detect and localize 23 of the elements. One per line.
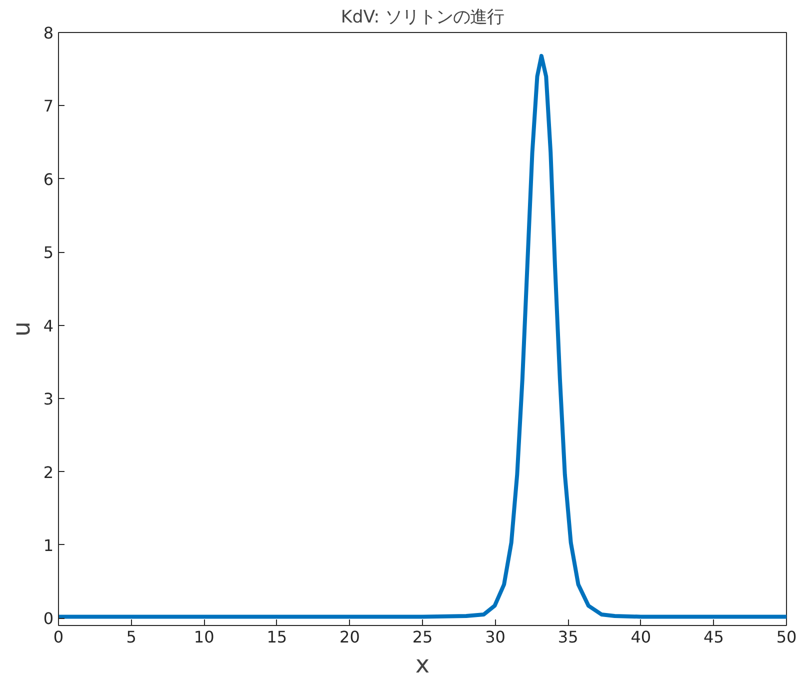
y-tick-label: 1 — [43, 536, 54, 555]
x-tick-label: 35 — [558, 628, 578, 646]
y-tick-label: 3 — [43, 390, 54, 409]
x-tick-label: 30 — [485, 628, 506, 646]
chart-title: KdV: ソリトンの進行 — [340, 8, 504, 28]
x-tick-label: 15 — [266, 628, 288, 646]
x-tick-label: 40 — [630, 628, 652, 646]
y-tick-label: 7 — [43, 96, 54, 116]
x-tick-label: 10 — [194, 628, 214, 646]
y-tick-label: 4 — [43, 316, 54, 336]
y-tick-label: 8 — [43, 24, 54, 42]
x-tick-label: 50 — [776, 628, 797, 646]
line-series — [58, 54, 786, 619]
y-tick-label: 0 — [43, 609, 54, 628]
y-axis-title: u — [7, 321, 36, 337]
x-tick-label: 20 — [340, 628, 360, 646]
y-tick-label: 2 — [43, 462, 54, 482]
x-tick-label: 25 — [412, 628, 433, 646]
y-tick-label: 5 — [43, 243, 54, 262]
x-axis-title: x — [415, 650, 430, 678]
x-tick-label: 5 — [126, 628, 136, 646]
y-tick-label: 6 — [43, 170, 54, 189]
x-tick-label: 45 — [704, 628, 724, 646]
